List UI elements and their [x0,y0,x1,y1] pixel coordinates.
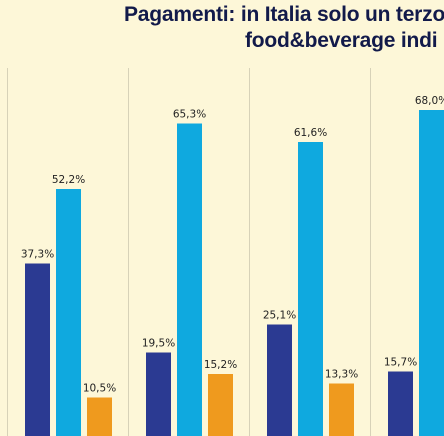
data-label-series-1-cat-3: 68,0% [415,95,444,107]
data-label-series-2-cat-1: 15,2% [204,359,237,371]
bar-series-0-cat-2 [267,324,292,436]
bar-series-1-cat-2 [298,142,323,436]
data-label-series-0-cat-3: 15,7% [384,357,417,369]
data-label-series-0-cat-1: 19,5% [142,338,175,350]
bar-series-1-cat-3 [419,110,444,436]
data-label-series-2-cat-2: 13,3% [325,369,358,381]
data-label-series-1-cat-1: 65,3% [173,109,206,121]
data-label-series-0-cat-2: 25,1% [263,310,296,322]
bar-series-0-cat-3 [388,371,413,436]
data-label-series-2-cat-0: 10,5% [83,383,116,395]
bar-series-0-cat-0 [25,263,50,436]
data-label-series-1-cat-0: 52,2% [52,174,85,186]
data-label-series-0-cat-0: 37,3% [21,249,54,261]
bar-series-2-cat-0 [87,397,112,436]
bar-series-2-cat-2 [329,383,354,436]
data-label-series-1-cat-2: 61,6% [294,127,327,139]
bar-series-2-cat-1 [208,374,233,436]
bar-series-1-cat-0 [56,189,81,436]
bar-series-0-cat-1 [146,352,171,436]
bar-series-1-cat-1 [177,123,202,436]
